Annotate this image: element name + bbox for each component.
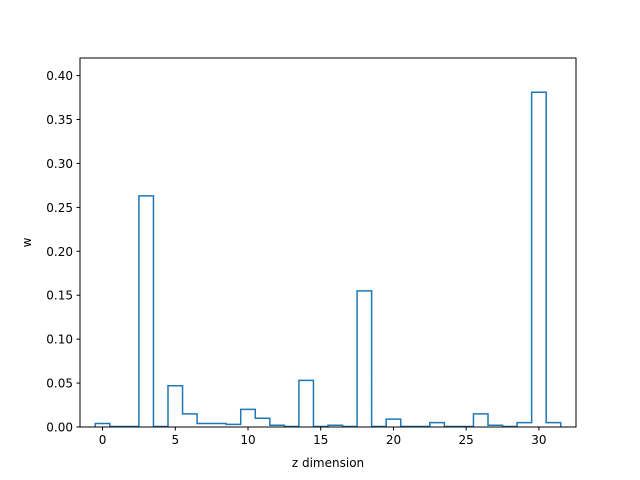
y-axis-label: w — [20, 237, 34, 247]
x-tick-label: 0 — [99, 433, 107, 447]
y-tick-label: 0.25 — [46, 201, 73, 215]
x-axis-label: z dimension — [292, 456, 364, 470]
y-tick-label: 0.05 — [46, 377, 73, 391]
y-tick-label: 0.00 — [46, 421, 73, 435]
x-tick-label: 15 — [313, 433, 328, 447]
x-tick-label: 5 — [171, 433, 179, 447]
series-step-line — [94, 91, 562, 428]
x-tick-label: 25 — [459, 433, 474, 447]
y-tick-label: 0.15 — [46, 289, 73, 303]
y-axis-ticks: 0.00 0.05 0.10 0.15 0.20 0.25 0.30 0.35 0.40 — [46, 69, 80, 435]
y-tick-label: 0.30 — [46, 157, 73, 171]
x-axis-ticks: 0 5 10 15 20 25 30 — [99, 427, 547, 447]
y-tick-label: 0.10 — [46, 333, 73, 347]
axes-frame — [79, 57, 577, 428]
plot-area — [79, 57, 577, 428]
x-tick-label: 10 — [240, 433, 255, 447]
y-tick-label: 0.35 — [46, 113, 73, 127]
y-tick-label: 0.40 — [46, 69, 73, 83]
y-tick-label: 0.20 — [46, 245, 73, 259]
x-tick-label: 20 — [386, 433, 401, 447]
x-tick-label: 30 — [531, 433, 546, 447]
